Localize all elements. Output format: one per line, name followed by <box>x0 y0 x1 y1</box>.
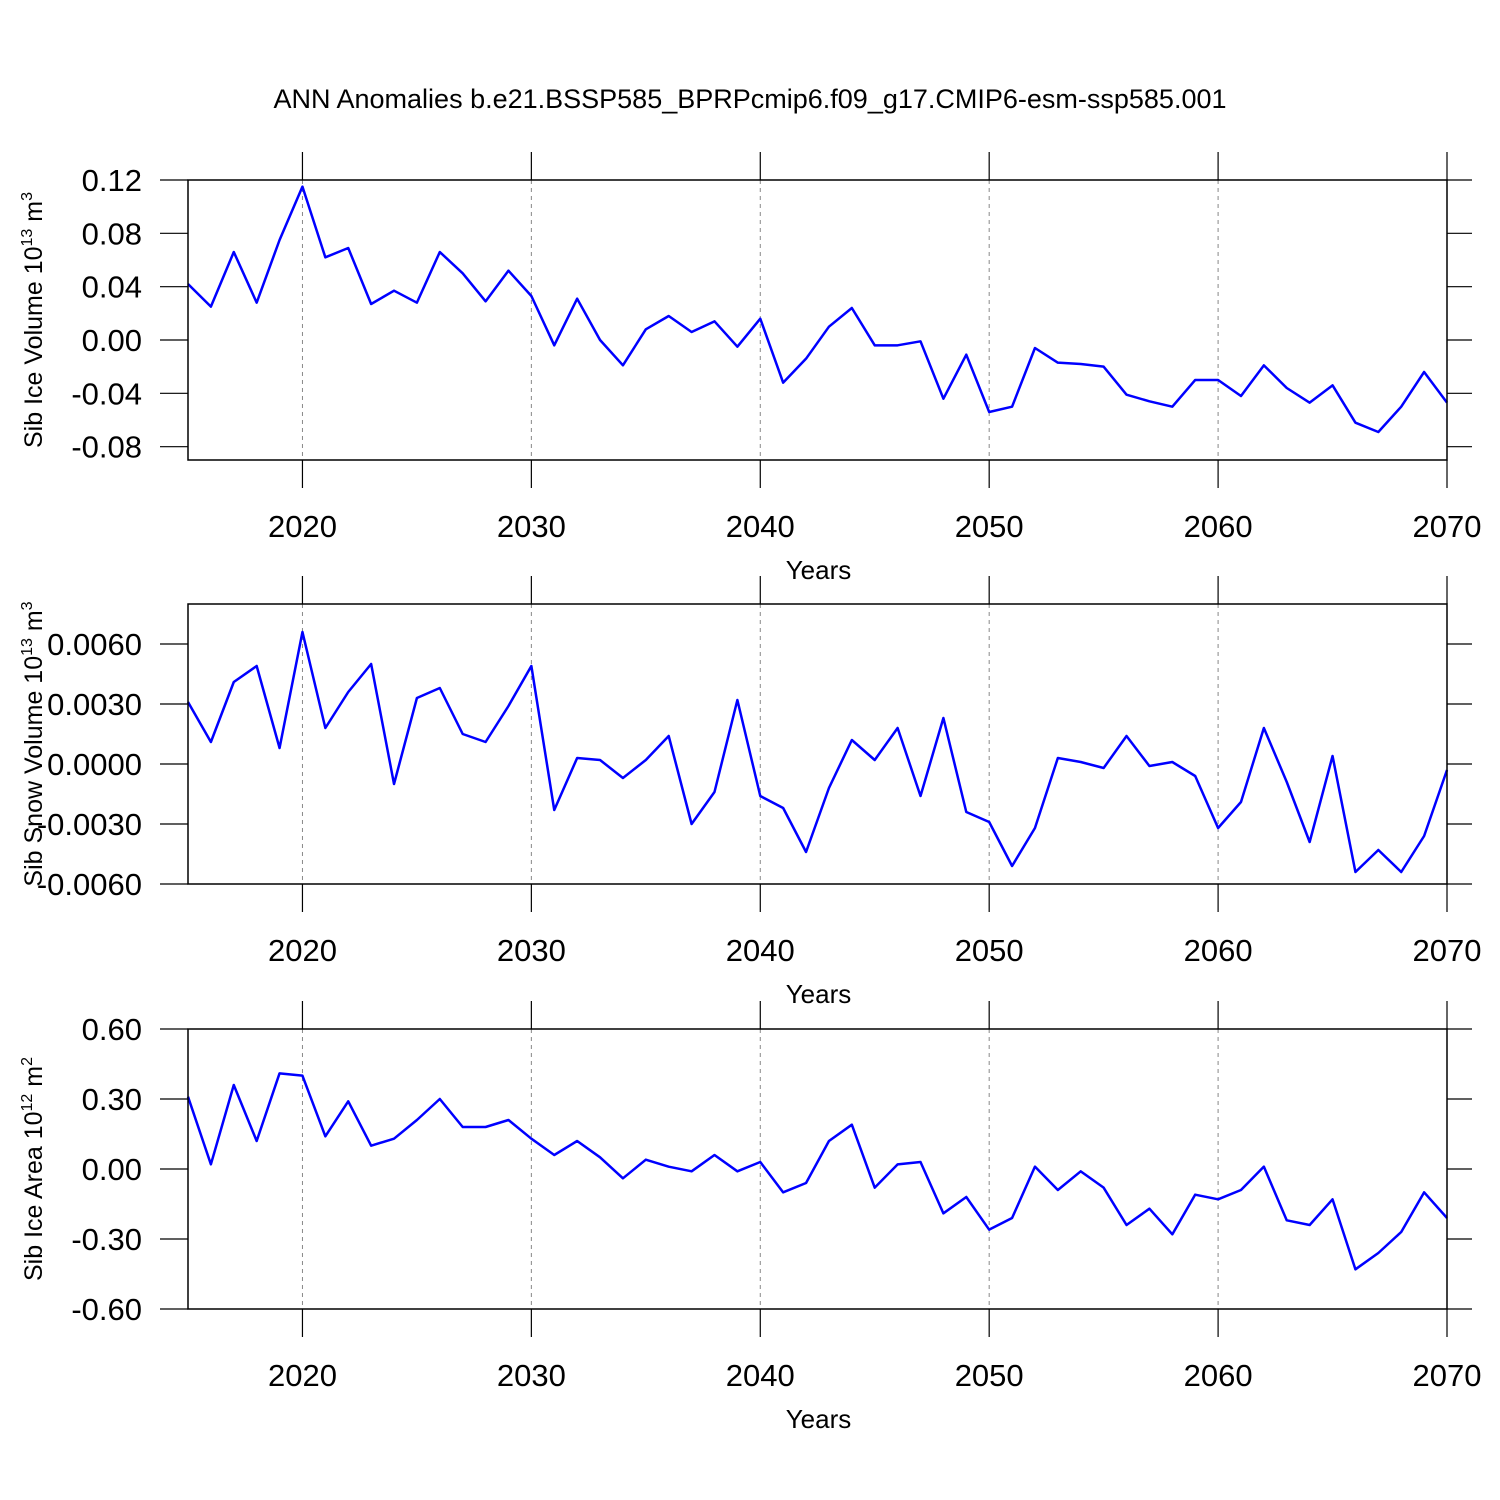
y-axis-label-exponent: 13 <box>19 638 36 656</box>
x-tick-label: 2040 <box>726 509 795 544</box>
data-line <box>186 1072 1448 1271</box>
y-axis-label: Sib Snow Volume 1013 m3 <box>19 601 48 886</box>
x-axis-label: Years <box>786 555 852 585</box>
y-axis-label-exponent: 13 <box>19 229 36 247</box>
y-axis-label-exponent: 12 <box>19 1094 36 1112</box>
data-line <box>187 185 1449 434</box>
x-tick-label: 2050 <box>955 509 1024 544</box>
y-tick-label: 0.12 <box>82 163 142 198</box>
plot-frame <box>187 179 1448 461</box>
x-axis-label: Years <box>786 1404 852 1434</box>
x-tick-label: 2050 <box>955 933 1024 968</box>
y-tick-label: 0.04 <box>82 270 142 305</box>
y-axis-label-unit-exponent: 2 <box>19 1057 36 1066</box>
chart-title: ANN Anomalies b.e21.BSSP585_BPRPcmip6.f0… <box>273 84 1226 114</box>
x-tick-label: 2070 <box>1413 509 1482 544</box>
x-tick-label: 2070 <box>1413 933 1482 968</box>
plot-frame <box>187 1028 1448 1310</box>
x-tick-label: 2060 <box>1184 509 1253 544</box>
y-tick-label: 0.08 <box>82 216 142 251</box>
x-axis-label: Years <box>786 979 852 1009</box>
y-tick-label: -0.30 <box>71 1222 142 1257</box>
y-axis-label-unit: m <box>20 201 48 229</box>
x-tick-label: 2020 <box>268 509 337 544</box>
y-axis-label-text: Sib Snow Volume 10 <box>20 656 48 887</box>
x-tick-label: 2060 <box>1184 1358 1253 1393</box>
y-tick-label: 0.00 <box>82 1152 142 1187</box>
y-tick-label: 0.0060 <box>47 627 142 662</box>
y-tick-label: 0.00 <box>82 323 142 358</box>
y-axis-label-text: Sib Ice Area 10 <box>20 1111 48 1281</box>
y-axis-label-unit: m <box>20 610 48 638</box>
x-tick-label: 2060 <box>1184 933 1253 968</box>
y-axis-label: Sib Ice Volume 1013 m3 <box>19 192 48 448</box>
x-tick-label: 2050 <box>955 1358 1024 1393</box>
data-line <box>186 630 1449 874</box>
x-tick-label: 2070 <box>1413 1358 1482 1393</box>
y-tick-label: -0.04 <box>71 376 142 411</box>
y-tick-label: -0.0030 <box>37 807 142 842</box>
x-tick-label: 2040 <box>726 933 795 968</box>
x-tick-label: 2020 <box>268 933 337 968</box>
y-tick-label: 0.60 <box>82 1012 142 1047</box>
y-tick-label: -0.0060 <box>37 867 142 902</box>
y-axis-label-text: Sib Ice Volume 10 <box>20 246 48 448</box>
y-axis-label-unit: m <box>20 1066 48 1094</box>
y-tick-label: 0.0000 <box>47 747 142 782</box>
x-tick-label: 2040 <box>726 1358 795 1393</box>
y-axis-label-unit-exponent: 3 <box>19 601 36 610</box>
x-tick-label: 2020 <box>268 1358 337 1393</box>
y-axis-label: Sib Ice Area 1012 m2 <box>19 1057 48 1281</box>
plot-frame <box>187 603 1448 885</box>
x-tick-label: 2030 <box>497 933 566 968</box>
y-tick-label: 0.30 <box>82 1082 142 1117</box>
y-axis-label-unit-exponent: 3 <box>19 192 36 201</box>
y-tick-label: -0.60 <box>71 1292 142 1327</box>
x-tick-label: 2030 <box>497 1358 566 1393</box>
y-tick-label: 0.0030 <box>47 687 142 722</box>
y-tick-label: -0.08 <box>71 430 142 465</box>
x-tick-label: 2030 <box>497 509 566 544</box>
